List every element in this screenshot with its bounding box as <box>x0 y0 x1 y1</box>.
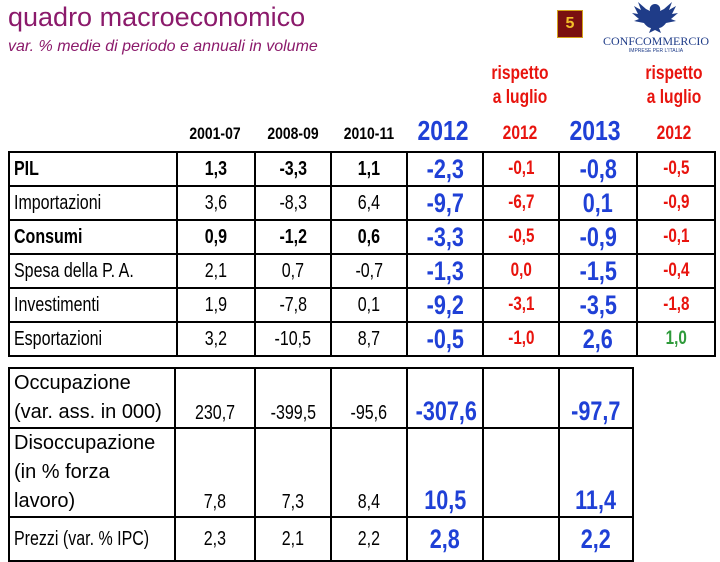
row-label: PIL <box>8 151 178 187</box>
eagle-emblem-icon <box>632 2 678 33</box>
col-rispetto-2012-line1: rispetto <box>491 63 549 84</box>
table-row-occupazione: Occupazione (var. ass. in 000) 230,7 -39… <box>8 367 634 429</box>
cell-p2: -10,5 <box>254 321 332 357</box>
cell-2013: 11,4 <box>558 427 634 518</box>
row-label: Occupazione (var. ass. in 000) <box>8 367 176 429</box>
cell-2013: -97,7 <box>558 367 634 429</box>
cell-2013: 0,1 <box>558 185 638 221</box>
table-row-importazioni: Importazioni 3,6 -8,3 6,4 -9,7 -6,7 0,1 … <box>8 185 716 221</box>
row-label: Investimenti <box>8 287 178 323</box>
cell-p2: -8,3 <box>254 185 332 221</box>
cell-p1: 230,7 <box>174 367 256 429</box>
cell-p1: 7,8 <box>174 427 256 518</box>
cell-p2: 0,7 <box>254 253 332 289</box>
row-label: Consumi <box>8 219 178 255</box>
cell-p2: -7,8 <box>254 287 332 323</box>
table-row-spesa-pa: Spesa della P. A. 2,1 0,7 -0,7 -1,3 0,0 … <box>8 253 716 289</box>
cell-2013: 2,6 <box>558 321 638 357</box>
cell-delta-2013: -0,5 <box>636 151 716 187</box>
cell-p1: 1,3 <box>176 151 256 187</box>
col-rispetto-2012-year: 2012 <box>502 123 538 144</box>
table-row-pil: PIL 1,3 -3,3 1,1 -2,3 -0,1 -0,8 -0,5 <box>8 151 716 187</box>
cell-p3: 6,4 <box>330 185 408 221</box>
cell-p1: 2,1 <box>176 253 256 289</box>
cell-2012: -1,3 <box>406 253 484 289</box>
col-rispetto-2012-header: rispetto a luglio <box>482 62 557 110</box>
cell-delta-2012: 0,0 <box>482 253 560 289</box>
cell-2013: -0,9 <box>558 219 638 255</box>
col-rispetto-2012-line2: a luglio <box>492 87 548 108</box>
cell-p3: 8,4 <box>330 427 408 518</box>
cell-delta-2012 <box>482 367 560 429</box>
cell-2013: -1,5 <box>558 253 638 289</box>
cell-2012: 10,5 <box>406 427 484 518</box>
cell-p1: 2,3 <box>174 516 256 562</box>
cell-p1: 1,9 <box>176 287 256 323</box>
cell-p2: -1,2 <box>254 219 332 255</box>
cell-p3: 1,1 <box>330 151 408 187</box>
cell-delta-2012: -6,7 <box>482 185 560 221</box>
cell-2013: -0,8 <box>558 151 638 187</box>
cell-p1: 3,6 <box>176 185 256 221</box>
col-2001-07-header: 2001-07 <box>189 124 241 143</box>
cell-p3: 0,1 <box>330 287 408 323</box>
page-title: quadro macroeconomico <box>8 2 306 32</box>
page-subtitle: var. % medie di periodo e annuali in vol… <box>8 38 318 55</box>
cell-delta-2013: -1,8 <box>636 287 716 323</box>
table-row-investimenti: Investimenti 1,9 -7,8 0,1 -9,2 -3,1 -3,5… <box>8 287 716 323</box>
col-2010-11-header: 2010-11 <box>343 124 395 143</box>
col-2008-09-header: 2008-09 <box>267 124 319 143</box>
col-rispetto-2013-header: rispetto a luglio <box>636 62 711 110</box>
cell-delta-2012 <box>482 516 560 562</box>
row-label: Prezzi (var. % IPC) <box>8 516 176 562</box>
col-rispetto-2013-year: 2012 <box>656 123 692 144</box>
cell-2013: -3,5 <box>558 287 638 323</box>
cell-delta-2012: -1,0 <box>482 321 560 357</box>
gdp-components-table: PIL 1,3 -3,3 1,1 -2,3 -0,1 -0,8 -0,5 Imp… <box>8 151 716 357</box>
cell-2012: -307,6 <box>406 367 484 429</box>
cell-p2: 2,1 <box>254 516 332 562</box>
col-2013-header: 2013 <box>569 115 621 146</box>
cell-2012: 2,8 <box>406 516 484 562</box>
row-label: Esportazioni <box>8 321 178 357</box>
cell-2012: -3,3 <box>406 219 484 255</box>
cell-delta-2013: 1,0 <box>636 321 716 357</box>
cell-delta-2012: -0,1 <box>482 151 560 187</box>
cell-2012: -9,7 <box>406 185 484 221</box>
cell-delta-2012: -0,5 <box>482 219 560 255</box>
col-2012-header: 2012 <box>417 115 469 146</box>
cell-p2: 7,3 <box>254 427 332 518</box>
cell-2012: -0,5 <box>406 321 484 357</box>
col-rispetto-2013-line1: rispetto <box>645 63 703 84</box>
row-label: Disoccupazione (in % forza lavoro) <box>8 427 176 518</box>
cell-2013: 2,2 <box>558 516 634 562</box>
cell-p2: -3,3 <box>254 151 332 187</box>
table-row-consumi: Consumi 0,9 -1,2 0,6 -3,3 -0,5 -0,9 -0,1 <box>8 219 716 255</box>
cell-p1: 0,9 <box>176 219 256 255</box>
logo-wordmark: CONFCOMMERCIO <box>602 34 710 48</box>
page-number-badge: 5 <box>557 10 583 38</box>
cell-p1: 3,2 <box>176 321 256 357</box>
logo-tagline: IMPRESE PER L'ITALIA <box>628 48 684 54</box>
cell-p3: -0,7 <box>330 253 408 289</box>
cell-delta-2012 <box>482 427 560 518</box>
cell-p3: 2,2 <box>330 516 408 562</box>
cell-p3: -95,6 <box>330 367 408 429</box>
table-row-disoccupazione: Disoccupazione (in % forza lavoro) 7,8 7… <box>8 427 634 518</box>
cell-2012: -2,3 <box>406 151 484 187</box>
cell-delta-2013: -0,4 <box>636 253 716 289</box>
row-label: Spesa della P. A. <box>8 253 178 289</box>
cell-delta-2012: -3,1 <box>482 287 560 323</box>
table-row-prezzi: Prezzi (var. % IPC) 2,3 2,1 2,2 2,8 2,2 <box>8 516 634 562</box>
cell-p3: 8,7 <box>330 321 408 357</box>
table-row-esportazioni: Esportazioni 3,2 -10,5 8,7 -0,5 -1,0 2,6… <box>8 321 716 357</box>
labour-prices-table: Occupazione (var. ass. in 000) 230,7 -39… <box>8 367 634 562</box>
row-label: Importazioni <box>8 185 178 221</box>
cell-p3: 0,6 <box>330 219 408 255</box>
cell-delta-2013: -0,9 <box>636 185 716 221</box>
cell-delta-2013: -0,1 <box>636 219 716 255</box>
cell-2012: -9,2 <box>406 287 484 323</box>
cell-p2: -399,5 <box>254 367 332 429</box>
col-rispetto-2013-line2: a luglio <box>646 87 702 108</box>
